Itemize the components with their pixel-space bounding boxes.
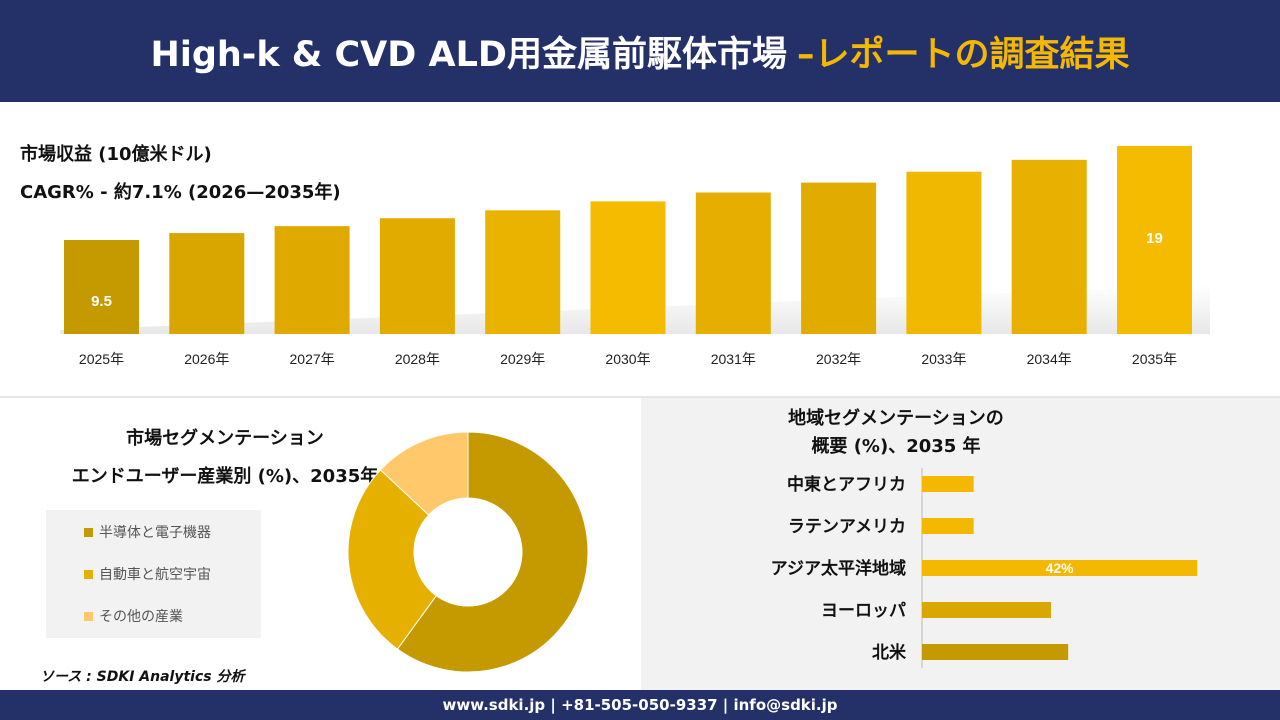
region-bar-2 <box>922 560 1198 576</box>
revenue-bar-chart: 2025年 9.5 2026年 2027年 2028年 2029年 2030年 2031年 20… <box>60 146 1210 367</box>
segment-donut-chart: 60% <box>347 431 600 673</box>
segment-title-line2: エンドユーザー産業別 (%)、2035年 <box>71 466 379 487</box>
header-banner: High-k & CVD ALD用金属前駆体市場 –レポートの調査結果 <box>0 0 1280 102</box>
region-label-0: 中東とアフリカ <box>787 474 906 495</box>
donut-slice-1 <box>347 469 437 650</box>
region-data-label: 42% <box>1046 560 1075 576</box>
legend-item-0: 半導体と電子機器 <box>84 522 211 542</box>
legend-label-0: 半導体と電子機器 <box>99 525 211 541</box>
segment-legend: 半導体と電子機器 自動車と航空宇宙 その他の産業 <box>46 510 261 638</box>
legend-label-2: その他の産業 <box>99 609 183 625</box>
legend-item-1: 自動車と航空宇宙 <box>84 564 211 584</box>
bar-2030年 <box>590 201 666 334</box>
legend-label-1: 自動車と航空宇宙 <box>99 567 211 583</box>
cagr-label: CAGR% - 約7.1% (2026—2035年) <box>20 182 341 203</box>
region-bar-1 <box>922 518 974 534</box>
segment-title-line1: 市場セグメンテーション <box>126 428 324 449</box>
bar-2028年 <box>379 218 455 334</box>
x-tick-label: 2029年 <box>500 351 545 367</box>
legend-swatch-0 <box>84 527 93 537</box>
x-tick-label: 2031年 <box>711 351 756 367</box>
x-tick-label: 2034年 <box>1027 351 1072 367</box>
section-divider <box>0 396 1280 398</box>
donut-slice-2 <box>379 431 469 516</box>
x-tick-label: 2027年 <box>290 351 335 367</box>
x-tick-label: 2032年 <box>816 351 861 367</box>
revenue-label: 市場収益 (10億米ドル) <box>20 144 212 165</box>
bar-2029年 <box>485 210 561 334</box>
region-bar-4 <box>922 644 1069 660</box>
legend-item-2: その他の産業 <box>84 606 183 626</box>
bar-2032年 <box>801 182 877 334</box>
title-accent: –レポートの調査結果 <box>796 34 1130 75</box>
region-bar-0 <box>922 476 974 492</box>
bar-2027年 <box>274 226 350 334</box>
source-note: ソース : SDKI Analytics 分析 <box>40 669 245 685</box>
legend-swatch-1 <box>84 569 93 579</box>
region-title-line2: 概要 (%)、2035 年 <box>811 436 981 457</box>
x-tick-label: 2026年 <box>184 351 229 367</box>
region-label-4: 北米 <box>872 642 907 663</box>
title-main: High-k & CVD ALD用金属前駆体市場 <box>150 34 787 75</box>
legend-swatch-2 <box>84 611 93 621</box>
bar-data-label: 19 <box>1146 230 1163 247</box>
bar-2033年 <box>906 171 982 334</box>
region-label-2: アジア太平洋地域 <box>771 558 906 579</box>
region-bar-3 <box>922 602 1051 618</box>
bar-2026年 <box>169 233 245 334</box>
x-tick-label: 2035年 <box>1132 351 1177 367</box>
page-title: High-k & CVD ALD用金属前駆体市場 –レポートの調査結果 <box>0 0 1280 102</box>
x-tick-label: 2025年 <box>79 351 124 367</box>
x-tick-label: 2028年 <box>395 351 440 367</box>
region-label-1: ラテンアメリカ <box>788 517 906 537</box>
x-tick-label: 2030年 <box>605 351 650 367</box>
bar-2035年 <box>1117 146 1192 334</box>
region-panel <box>641 398 1280 690</box>
x-tick-label: 2033年 <box>921 351 966 367</box>
region-label-3: ヨーロッパ <box>821 601 906 621</box>
bar-2025年 <box>64 240 139 334</box>
bar-2034年 <box>1011 159 1087 334</box>
donut-data-label: 60% <box>587 550 600 567</box>
bar-2031年 <box>695 192 771 334</box>
bar-data-label: 9.5 <box>91 293 112 310</box>
footer-contact: www.sdki.jp | +81-505-050-9337 | info@sd… <box>0 690 1280 720</box>
donut-slice-0 <box>396 431 589 673</box>
region-title-line1: 地域セグメンテーションの <box>788 408 1004 429</box>
